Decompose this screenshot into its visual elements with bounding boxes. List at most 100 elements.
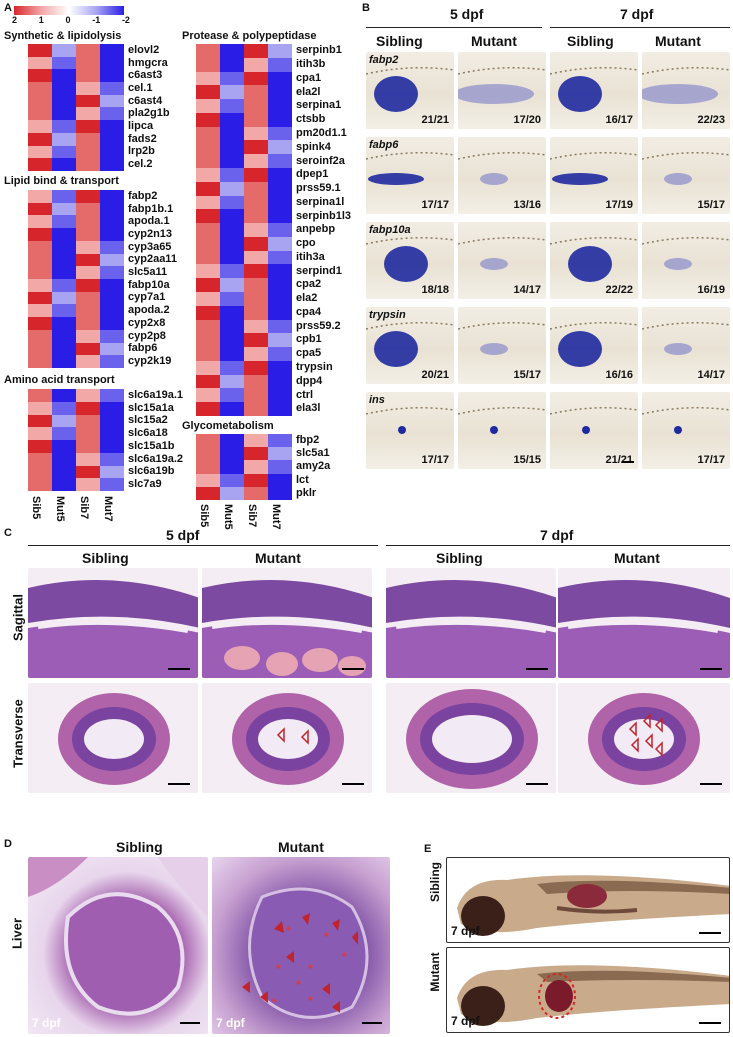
- heatmap-cell: [196, 434, 220, 448]
- gene-label: slc6a18: [128, 427, 168, 440]
- stage-divider: [386, 545, 730, 546]
- heatmap-cell: [244, 154, 268, 168]
- ish-gene-label: fabp10a: [369, 224, 411, 236]
- heatmap-cell: [76, 240, 100, 254]
- ish-image: 16/17: [550, 52, 638, 129]
- heatmap-cell: [100, 266, 124, 279]
- heatmap-cell: [100, 452, 124, 466]
- heatmap-cell: [244, 112, 268, 127]
- gene-label: elovl2: [128, 43, 160, 56]
- fraction-label: 17/17: [421, 454, 449, 466]
- heatmap-cell: [76, 215, 100, 229]
- gene-label: hmgcra: [128, 56, 168, 69]
- heatmap-cell: [268, 360, 292, 375]
- gene-label: cpo: [296, 237, 316, 250]
- gene-label: ctrl: [296, 388, 314, 401]
- sagittal-section-image: [386, 568, 556, 678]
- heatmap-cell: [100, 145, 124, 159]
- heatmap-cell: [196, 250, 220, 265]
- gene-label: apoda.2: [128, 304, 170, 317]
- heatmap-cell: [220, 209, 244, 224]
- ish-gene-label: trypsin: [369, 309, 406, 321]
- ish-image: 17/17 ins: [366, 392, 454, 469]
- heatmap-cell: [268, 236, 292, 251]
- heatmap-cell: [268, 57, 292, 72]
- heatmap-cell: [28, 215, 52, 229]
- heatmap-cell: [52, 190, 76, 203]
- fraction-label: 17/20: [513, 114, 541, 126]
- col-label-mut5: Mut5: [54, 496, 66, 522]
- ish-image: 21/21: [550, 392, 638, 469]
- fraction-label: 21/21: [605, 454, 633, 466]
- heatmap-cell: [100, 342, 124, 356]
- heatmap-cell: [52, 452, 76, 466]
- heatmap-cell: [100, 69, 124, 83]
- heatmap-cell: [28, 414, 52, 428]
- gene-label: slc7a9: [128, 478, 162, 491]
- gene-label: serpina1: [296, 99, 342, 112]
- gene-label: fbp2: [296, 434, 320, 447]
- gene-label: slc6a19a.2: [128, 452, 184, 465]
- heatmap-cell: [52, 82, 76, 95]
- row-label-liver: Liver: [9, 917, 25, 950]
- col-label-sib5: Sib5: [198, 504, 210, 528]
- heatmap-cell: [220, 250, 244, 265]
- heatmap-cell: [196, 195, 220, 210]
- heatmap-cell: [244, 99, 268, 113]
- svg-text:*: *: [272, 996, 277, 1010]
- heatmap-cell: [28, 389, 52, 402]
- gene-label: cel.1: [128, 81, 153, 94]
- heatmap-cell: [28, 82, 52, 95]
- heatmap-cell: [28, 56, 52, 70]
- heatmap-cell: [244, 447, 268, 461]
- heatmap-cell: [244, 140, 268, 155]
- heatmap-cell: [196, 333, 220, 348]
- col-label-sib7: Sib7: [246, 504, 258, 528]
- heatmap-cell: [52, 44, 76, 57]
- legend-tick: 2: [12, 15, 18, 25]
- heatmap-cell: [220, 402, 244, 416]
- svg-text:*: *: [324, 930, 329, 944]
- group-title-glyco: Glycometabolism: [182, 420, 274, 432]
- heatmap-cell: [268, 250, 292, 265]
- heatmap-cell: [100, 427, 124, 440]
- heatmap-cell: [220, 264, 244, 279]
- heatmap-cell: [28, 304, 52, 318]
- heatmap-cell: [28, 291, 52, 305]
- heatmap-cell: [220, 57, 244, 72]
- heatmap-cell: [268, 473, 292, 487]
- row-label-mutant: Mutant: [428, 952, 442, 992]
- heatmap-cell: [244, 264, 268, 279]
- stage-tag: 7 dpf: [451, 1014, 480, 1028]
- heatmap-cell: [268, 402, 292, 416]
- svg-text:*: *: [342, 950, 347, 964]
- heatmap-cell: [52, 202, 76, 216]
- fraction-label: 15/17: [513, 369, 541, 381]
- heatmap-cell: [28, 279, 52, 292]
- heatmap-cell: [196, 319, 220, 334]
- col-label-mut5: Mut5: [222, 504, 234, 530]
- gene-label: cyp2x8: [128, 316, 166, 329]
- heatmap-cell: [220, 44, 244, 58]
- gene-label: lct: [296, 473, 309, 486]
- fraction-label: 17/17: [421, 199, 449, 211]
- heatmap-amino: [28, 389, 124, 491]
- heatmap-cell: [244, 434, 268, 448]
- heatmap-cell: [268, 112, 292, 127]
- scale-bar: [168, 668, 190, 670]
- legend-ticks: 2 1 0 -1 -2: [12, 15, 130, 25]
- heatmap-cell: [76, 44, 100, 57]
- condition-mutant: Mutant: [655, 33, 701, 49]
- heatmap-cell: [220, 71, 244, 86]
- panel-c-letter: C: [4, 527, 12, 539]
- heatmap-cell: [28, 465, 52, 479]
- heatmap-cell: [220, 486, 244, 500]
- heatmap-cell: [76, 317, 100, 330]
- heatmap-cell: [220, 154, 244, 168]
- col-label-sib7: Sib7: [78, 496, 90, 520]
- gene-list-lipid: fabp2 fabp1b.1 apoda.1 cyp2n13 cyp3a65 cyp2aa…: [128, 190, 177, 368]
- heatmap-cell: [100, 44, 124, 57]
- gene-label: ela2: [296, 292, 318, 305]
- legend-tick: 1: [38, 15, 44, 25]
- heatmap-cell: [100, 94, 124, 108]
